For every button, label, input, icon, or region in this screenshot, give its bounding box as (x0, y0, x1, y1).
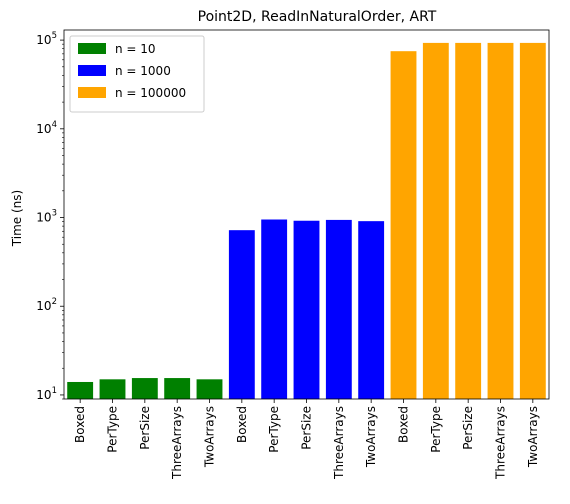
x-tick-label: PerType (267, 406, 281, 453)
plot-frame (63, 29, 550, 400)
bar-series0-1 (99, 379, 126, 399)
x-tick-label: PerSize (461, 406, 475, 450)
x-tick-label: ThreeArrays (170, 406, 184, 480)
bar-series2-1 (422, 42, 449, 400)
legend: n = 10 n = 1000 n = 100000 (69, 35, 205, 113)
bar-series2-2 (455, 42, 482, 400)
legend-swatch-0 (78, 43, 106, 54)
x-tick-label: Boxed (397, 406, 411, 443)
bar-series2-3 (487, 42, 514, 400)
y-tick-label: 105 (36, 31, 57, 47)
bar-series1-1 (261, 219, 288, 399)
bar-series2-4 (519, 42, 546, 400)
x-tick-label: PerType (429, 406, 443, 453)
y-axis-label: Time (ns) (10, 190, 24, 247)
y-axis: 101 102 103 104 105 (36, 31, 64, 402)
legend-swatch-1 (78, 65, 106, 76)
x-tick-label: ThreeArrays (494, 406, 508, 480)
x-tick-label: PerSize (138, 406, 152, 450)
x-tick-label: TwoArrays (203, 406, 217, 468)
legend-swatch-2 (78, 87, 106, 98)
bar-series0-3 (164, 378, 191, 399)
bar-series0-2 (131, 378, 158, 399)
y-tick-label: 104 (36, 120, 57, 136)
x-tick-label: TwoArrays (364, 406, 378, 468)
y-tick-label: 102 (36, 297, 57, 313)
x-tick-label: ThreeArrays (332, 406, 346, 480)
bar-series1-0 (228, 230, 255, 399)
bar-series1-3 (325, 219, 352, 399)
bar-series0-4 (196, 379, 223, 399)
x-tick-label: PerType (106, 406, 120, 453)
x-tick-label: PerSize (300, 406, 314, 450)
legend-label-1: n = 1000 (115, 64, 171, 78)
bar-series1-2 (293, 220, 320, 399)
y-tick-label: 101 (36, 386, 57, 402)
x-axis: Boxed PerType PerSize ThreeArrays TwoArrays B… (73, 399, 540, 480)
legend-label-0: n = 10 (115, 42, 156, 56)
bars-group (67, 42, 546, 400)
x-tick-label: Boxed (235, 406, 249, 443)
x-tick-label: TwoArrays (526, 406, 540, 468)
bar-series2-0 (390, 51, 417, 399)
chart-title: Point2D, ReadInNaturalOrder, ART (198, 9, 437, 25)
legend-label-2: n = 100000 (115, 86, 186, 100)
y-tick-label: 103 (36, 209, 57, 225)
bar-series0-0 (67, 381, 94, 399)
x-tick-label: Boxed (73, 406, 87, 443)
bar-series1-4 (358, 221, 385, 399)
